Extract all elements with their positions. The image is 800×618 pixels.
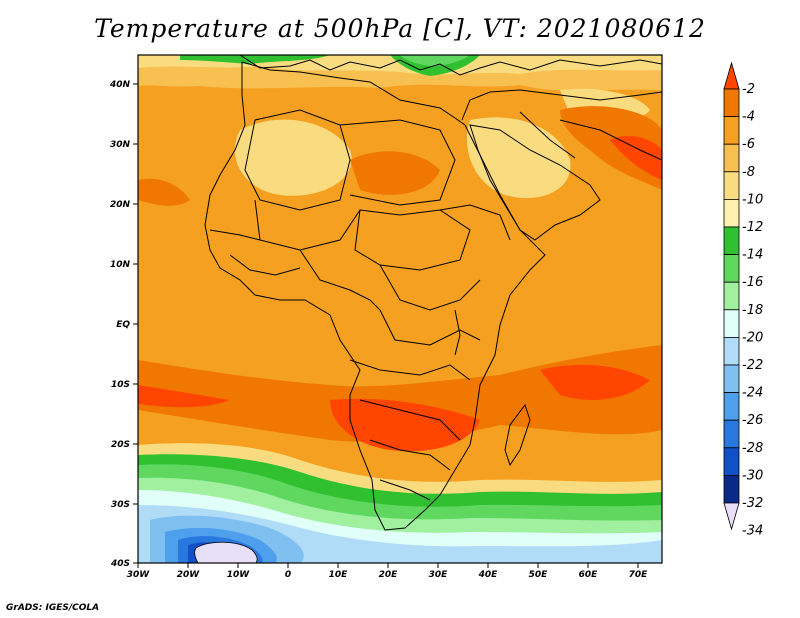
colorbar-label: -30 — [742, 468, 763, 483]
colorbar-label: -20 — [742, 330, 763, 345]
colorbar-swatch — [723, 447, 740, 476]
colorbar-label: -16 — [742, 275, 763, 290]
colorbar-label: -6 — [742, 137, 755, 152]
lon-tick-label: 10W — [227, 570, 251, 580]
coastlines — [204, 55, 662, 531]
colorbar-swatch — [723, 116, 740, 145]
colorbar-label: -22 — [742, 358, 763, 373]
colorbar-label: -24 — [742, 386, 763, 401]
lon-tick-label: 30E — [429, 570, 449, 580]
colorbar-swatch — [723, 474, 740, 504]
colorbar-label: -26 — [742, 413, 763, 428]
lon-tick-labels: 30W 20W 10W 0 10E 20E 30E 40E 50E 60E 70… — [127, 570, 648, 580]
footer-credit: GrADS: IGES/COLA — [6, 603, 100, 613]
colorbar-swatch — [723, 226, 740, 256]
plot-frame — [137, 54, 663, 564]
colorbar-label: -12 — [742, 220, 763, 235]
colorbar-swatch — [723, 309, 740, 338]
colorbar-label: -32 — [742, 496, 763, 511]
colorbar-label: -14 — [742, 248, 763, 263]
colorbar-swatch — [723, 143, 740, 173]
map-title: Temperature at 500hPa [C], VT: 202108061… — [94, 14, 706, 43]
colorbar-swatch — [723, 254, 740, 283]
colorbar-swatch — [723, 198, 740, 228]
colorbar-swatch — [723, 171, 740, 200]
colorbar-bottom-arrow — [723, 502, 740, 531]
lat-tick-label: 30N — [110, 140, 131, 150]
lon-tick-label: 20W — [177, 570, 201, 580]
lat-tick-label: EQ — [116, 320, 130, 330]
lon-tick-label: 70E — [629, 570, 649, 580]
lon-tick-marks — [137, 563, 639, 568]
temperature-field — [138, 55, 662, 563]
colorbar-swatch — [723, 88, 740, 118]
colorbar-swatch — [723, 281, 740, 311]
lon-tick-label: 50E — [529, 570, 549, 580]
lon-tick-label: 30W — [127, 570, 151, 580]
colorbar-label: -18 — [742, 303, 763, 318]
colorbar-swatch — [723, 336, 740, 366]
colorbar-swatch — [723, 419, 740, 449]
colorbar-top-arrow — [723, 61, 740, 90]
colorbar-label: -34 — [742, 524, 763, 539]
lat-tick-label: 40N — [109, 80, 131, 90]
colorbar-label: -4 — [742, 110, 755, 125]
lon-tick-label: 40E — [478, 570, 499, 580]
colorbar-label: -28 — [742, 441, 763, 456]
colorbar-swatch — [723, 392, 740, 421]
colorbar-swatch — [723, 364, 740, 394]
colorbar: -2 -4 -6 -8 -10 -12 -14 -16 -18 -20 -22 -24 -26 -28 -3… — [723, 61, 763, 539]
lon-tick-label: 60E — [579, 570, 599, 580]
lat-tick-marks — [133, 83, 138, 564]
lat-tick-labels: 40N 30N 20N 10N EQ 10S 20S 30S 40S — [109, 80, 131, 569]
lat-tick-label: 20N — [110, 200, 131, 210]
lat-tick-label: 20S — [111, 440, 130, 450]
colorbar-label: -10 — [742, 192, 763, 207]
colorbar-label: -8 — [742, 165, 755, 180]
lat-tick-label: 10N — [110, 260, 131, 270]
lon-tick-label: 0 — [285, 570, 291, 580]
lon-tick-label: 20E — [379, 570, 399, 580]
lat-tick-label: 30S — [111, 500, 130, 510]
lon-tick-label: 10E — [329, 570, 349, 580]
lat-tick-label: 40S — [110, 559, 130, 569]
lat-tick-label: 10S — [111, 380, 130, 390]
colorbar-label: -2 — [742, 82, 755, 97]
